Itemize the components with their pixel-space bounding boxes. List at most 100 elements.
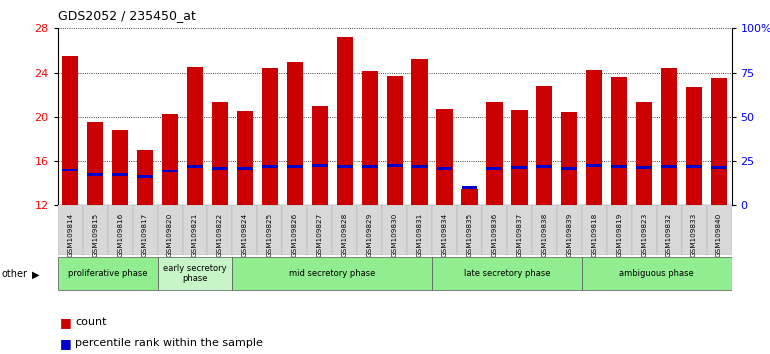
Text: GSM109831: GSM109831 — [417, 213, 423, 257]
Bar — [661, 68, 678, 205]
Bar — [537, 165, 552, 168]
Bar — [237, 111, 253, 205]
Bar — [681, 205, 707, 255]
Bar — [482, 205, 507, 255]
Bar — [137, 175, 153, 178]
Text: GSM109829: GSM109829 — [367, 213, 373, 257]
Bar — [557, 205, 582, 255]
Text: GSM109836: GSM109836 — [491, 213, 497, 257]
Bar — [332, 205, 357, 255]
Bar — [362, 165, 377, 168]
Bar — [461, 186, 477, 189]
Text: GSM109821: GSM109821 — [192, 213, 198, 257]
Text: GSM109828: GSM109828 — [342, 213, 348, 257]
Bar — [686, 87, 702, 205]
Bar — [711, 78, 727, 205]
Bar — [607, 205, 631, 255]
Text: mid secretory phase: mid secretory phase — [289, 269, 376, 278]
Bar — [412, 165, 427, 168]
Text: GSM109832: GSM109832 — [666, 213, 672, 257]
Text: GSM109826: GSM109826 — [292, 213, 298, 257]
Bar — [82, 205, 108, 255]
Text: ▶: ▶ — [32, 269, 40, 279]
Text: early secretory
phase: early secretory phase — [163, 264, 227, 283]
Text: GSM109819: GSM109819 — [616, 213, 622, 257]
Text: GSM109833: GSM109833 — [691, 213, 697, 257]
Text: GSM109837: GSM109837 — [517, 213, 522, 257]
FancyBboxPatch shape — [432, 257, 582, 290]
Text: proliferative phase: proliferative phase — [68, 269, 147, 278]
Bar — [187, 165, 203, 168]
Bar — [187, 67, 203, 205]
Bar — [611, 77, 628, 205]
Bar — [686, 165, 702, 168]
Bar — [636, 166, 652, 169]
Text: ■: ■ — [60, 316, 72, 329]
Bar — [132, 205, 158, 255]
Bar — [561, 167, 578, 170]
Bar — [487, 167, 502, 170]
Bar — [212, 167, 228, 170]
Bar — [87, 122, 103, 205]
Text: GSM109817: GSM109817 — [142, 213, 148, 257]
Text: GSM109840: GSM109840 — [716, 213, 722, 257]
Bar — [262, 68, 278, 205]
Text: GSM109838: GSM109838 — [541, 213, 547, 257]
Bar — [457, 205, 482, 255]
Text: GSM109822: GSM109822 — [217, 213, 223, 257]
Bar — [162, 170, 178, 172]
FancyBboxPatch shape — [582, 257, 732, 290]
Bar — [411, 59, 427, 205]
Bar — [561, 113, 578, 205]
Bar — [532, 205, 557, 255]
Bar — [108, 205, 132, 255]
Bar — [257, 205, 283, 255]
Bar — [182, 205, 207, 255]
Text: GSM109814: GSM109814 — [67, 213, 73, 257]
Text: ambiguous phase: ambiguous phase — [619, 269, 694, 278]
FancyBboxPatch shape — [58, 257, 158, 290]
Bar — [112, 130, 129, 205]
Bar — [307, 205, 332, 255]
Text: count: count — [75, 317, 107, 327]
Bar — [387, 164, 403, 167]
Bar — [237, 167, 253, 170]
FancyBboxPatch shape — [233, 257, 432, 290]
Bar — [711, 166, 727, 169]
Bar — [62, 169, 79, 171]
Text: GSM109816: GSM109816 — [117, 213, 123, 257]
Bar — [437, 167, 453, 170]
Bar — [162, 114, 178, 205]
Text: GSM109834: GSM109834 — [441, 213, 447, 257]
Bar — [357, 205, 382, 255]
Bar — [661, 165, 677, 168]
Text: GSM109839: GSM109839 — [566, 213, 572, 257]
Bar — [631, 205, 657, 255]
Bar — [212, 102, 228, 205]
Bar — [336, 37, 353, 205]
Bar — [586, 164, 602, 167]
Text: percentile rank within the sample: percentile rank within the sample — [75, 338, 263, 348]
Text: GSM109823: GSM109823 — [641, 213, 647, 257]
Bar — [137, 150, 153, 205]
Bar — [657, 205, 681, 255]
Bar — [387, 76, 403, 205]
Bar — [487, 102, 503, 205]
Bar — [262, 165, 278, 168]
Bar — [362, 72, 378, 205]
Text: GSM109820: GSM109820 — [167, 213, 173, 257]
Text: ■: ■ — [60, 337, 72, 350]
Bar — [58, 205, 82, 255]
Bar — [158, 205, 182, 255]
Text: GDS2052 / 235450_at: GDS2052 / 235450_at — [58, 9, 196, 22]
Bar — [87, 173, 103, 176]
Bar — [511, 166, 527, 169]
Bar — [611, 165, 627, 168]
Bar — [312, 106, 328, 205]
FancyBboxPatch shape — [158, 257, 233, 290]
Bar — [287, 165, 303, 168]
Text: GSM109827: GSM109827 — [316, 213, 323, 257]
Bar — [112, 173, 128, 176]
Bar — [283, 205, 307, 255]
Bar — [437, 109, 453, 205]
